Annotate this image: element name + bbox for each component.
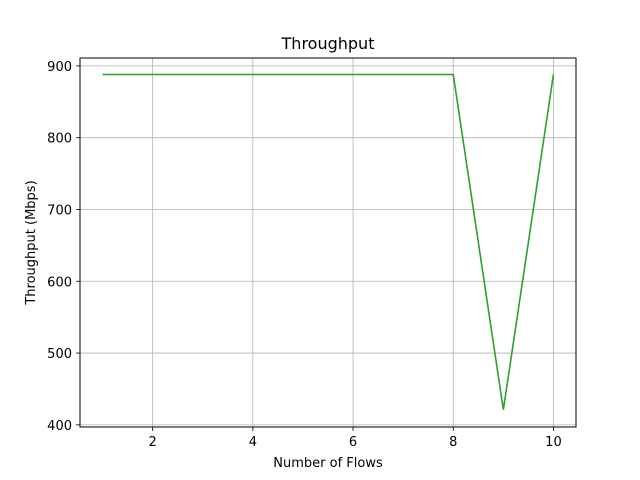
y-tick-label: 500	[47, 347, 72, 362]
x-tick-label: 2	[149, 435, 157, 450]
x-tick-label: 8	[449, 435, 457, 450]
chart-title: Throughput	[281, 34, 375, 53]
series-line	[102, 73, 555, 410]
grid	[80, 58, 576, 427]
plot-area-frame	[79, 57, 577, 428]
x-tick-label: 4	[249, 435, 257, 450]
y-tick-label: 900	[47, 60, 72, 75]
y-tick-label: 700	[47, 203, 72, 218]
y-tick-label: 400	[47, 419, 72, 434]
y-axis-label: Throughput (Mbps)	[24, 180, 39, 305]
x-axis-label: Number of Flows	[273, 456, 383, 471]
y-tick-label: 800	[47, 132, 72, 147]
y-tick-label: 600	[47, 275, 72, 290]
ticks: 2 4 6 8 10 400 500 600 700 800 900	[47, 60, 562, 450]
x-tick-label: 6	[349, 435, 357, 450]
series-layer	[102, 73, 555, 410]
x-tick-label: 10	[545, 435, 562, 450]
